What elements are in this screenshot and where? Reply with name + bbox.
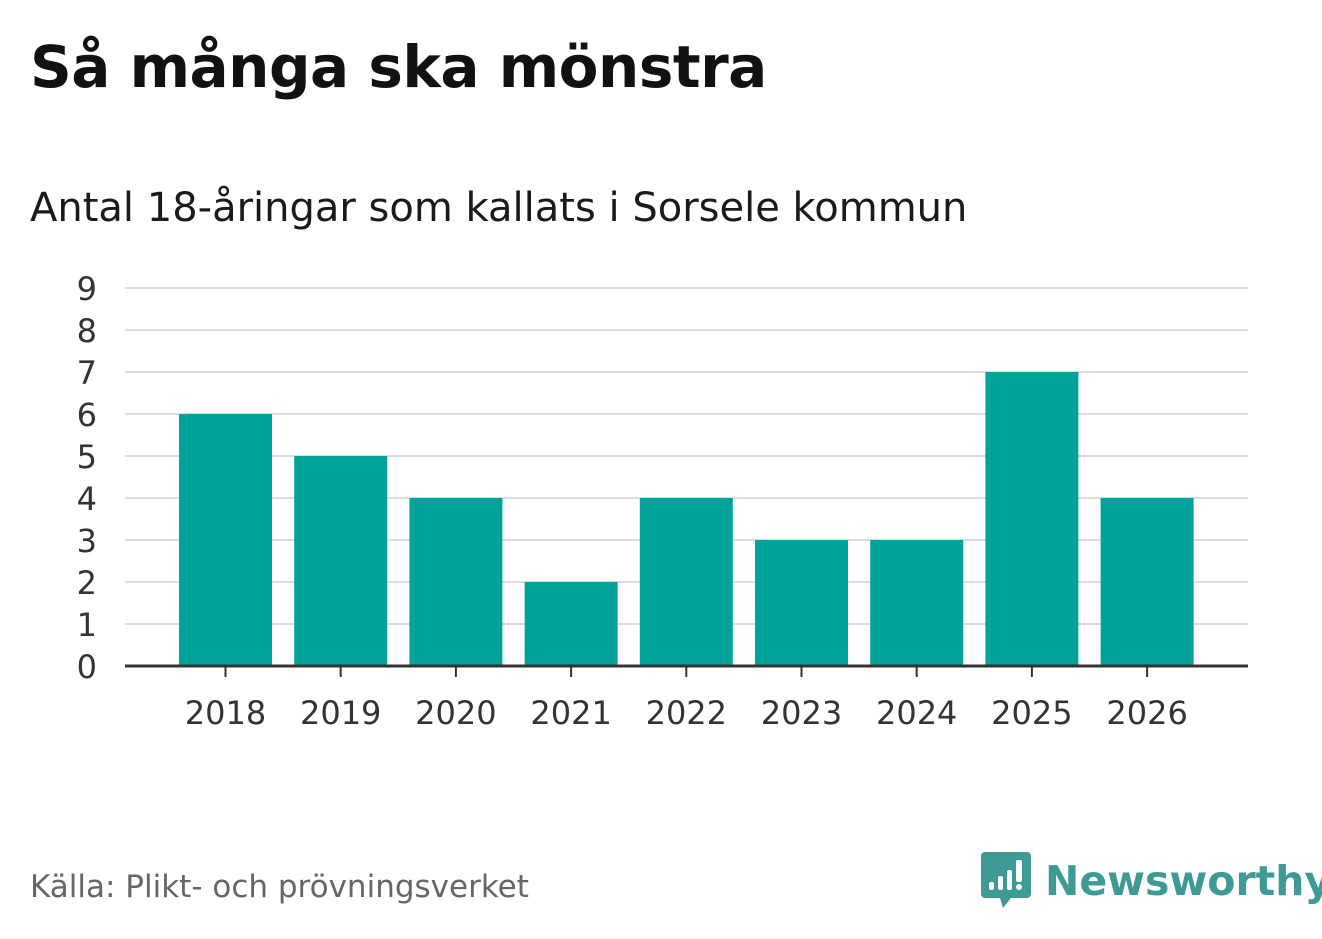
- x-tick-label: 2026: [1106, 694, 1187, 732]
- y-tick-label: 4: [77, 480, 97, 518]
- x-tick-label: 2019: [300, 694, 381, 732]
- bar-2023: [755, 540, 848, 666]
- x-tick-label: 2023: [761, 694, 842, 732]
- y-tick-label: 7: [77, 354, 97, 392]
- axes: 0 1 2 3 4 5 6 7 8 9 2018 2019 2020 2021 2022 2023 2024 20…: [77, 270, 1248, 732]
- y-tick-label: 8: [77, 312, 97, 350]
- source-note: Källa: Plikt- och prövningsverket: [30, 869, 529, 905]
- bar-2024: [870, 540, 964, 666]
- bar-2025: [985, 372, 1079, 666]
- bar-2019: [294, 456, 388, 666]
- y-tick-label: 9: [77, 270, 97, 308]
- x-tick-label: 2024: [876, 694, 957, 732]
- chart-title: Så många ska mönstra: [30, 33, 767, 101]
- brand-name: Newsworthy: [1045, 856, 1322, 905]
- y-tick-label: 6: [77, 396, 97, 434]
- bar-2018: [179, 414, 272, 666]
- chart-subtitle: Antal 18-åringar som kallats i Sorsele k…: [30, 185, 968, 231]
- x-tick-label: 2020: [415, 694, 496, 732]
- bars: [179, 372, 1194, 666]
- y-tick-label: 3: [77, 522, 97, 560]
- brand: Newsworthy: [981, 850, 1322, 912]
- bar-2026: [1100, 498, 1194, 666]
- x-tick-label: 2018: [185, 694, 266, 732]
- x-tick-label: 2021: [530, 694, 611, 732]
- bar-2021: [524, 582, 618, 666]
- newsworthy-logo-icon: [981, 852, 1031, 908]
- y-tick-label: 2: [77, 564, 97, 602]
- x-tick-label: 2025: [991, 694, 1072, 732]
- x-tick-label: 2022: [646, 694, 727, 732]
- y-tick-label: 5: [77, 438, 97, 476]
- y-tick-label: 0: [77, 648, 97, 686]
- bar-2022: [639, 498, 733, 666]
- bar-2020: [409, 498, 503, 666]
- y-tick-label: 1: [77, 606, 97, 644]
